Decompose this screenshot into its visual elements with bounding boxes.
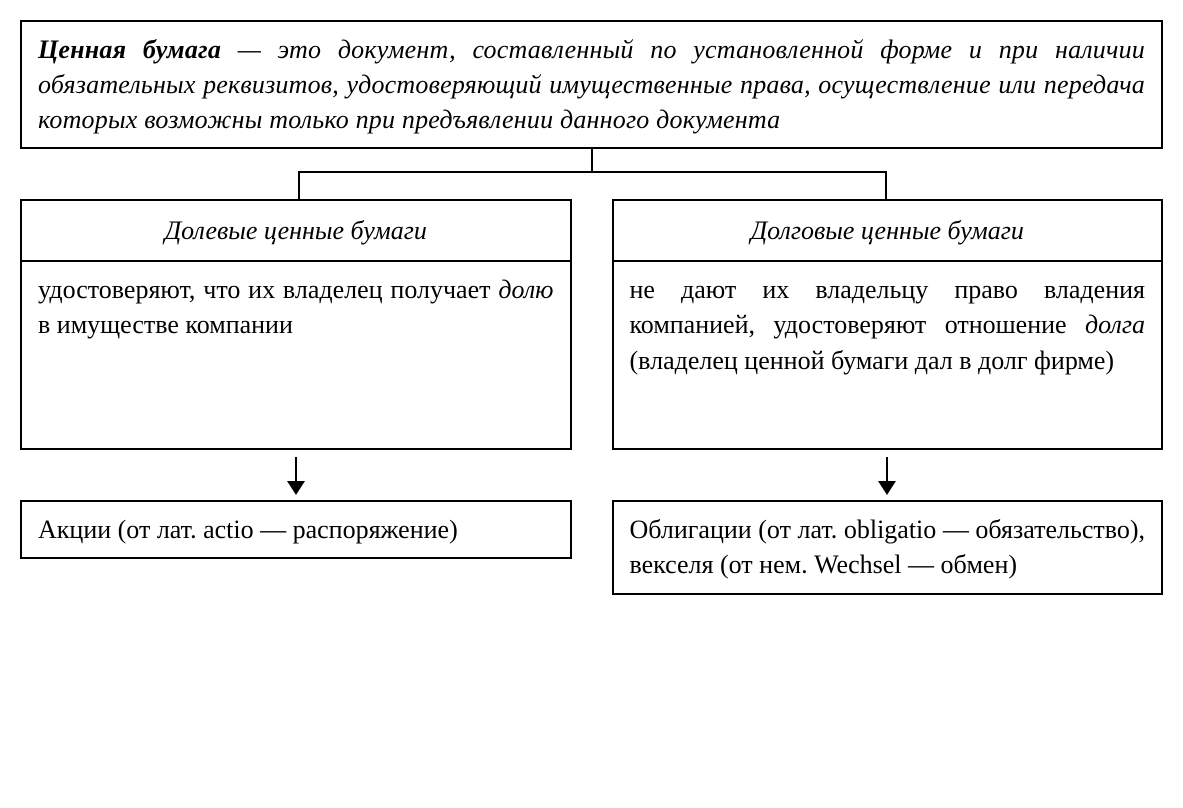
arrow-left: [20, 450, 572, 500]
definition-term: Ценная бумага: [38, 35, 221, 64]
definition-dash: —: [221, 35, 278, 64]
branch-right-keyword: долга: [1085, 310, 1145, 339]
branch-left-example: Акции (от лат. actio — распоряжение): [20, 500, 572, 559]
branch-left-title: Долевые ценные бумаги: [20, 199, 572, 260]
connector-split: [20, 149, 1163, 199]
branch-right-body-prefix: не дают их владельцу право владения комп…: [630, 275, 1146, 339]
branch-right-example: Облигации (от лат. obligatio — обязатель…: [612, 500, 1164, 594]
branch-left-body-prefix: удостоверяют, что их владелец получает: [38, 275, 498, 304]
branch-left-keyword: долю: [498, 275, 553, 304]
arrow-right: [612, 450, 1164, 500]
branch-right-body: не дают их владельцу право владения комп…: [612, 260, 1164, 450]
branch-left: Долевые ценные бумаги удостоверяют, что …: [20, 199, 572, 594]
branch-right-body-suffix: (владелец ценной бумаги дал в долг фирме…: [630, 346, 1115, 375]
branches-row: Долевые ценные бумаги удостоверяют, что …: [20, 199, 1163, 594]
branch-right: Долговые ценные бумаги не дают их владел…: [612, 199, 1164, 594]
branch-left-body-suffix: в имуществе компании: [38, 310, 293, 339]
branch-left-body: удостоверяют, что их владелец получает д…: [20, 260, 572, 450]
branch-right-title: Долговые ценные бумаги: [612, 199, 1164, 260]
definition-box: Ценная бумага — это документ, составленн…: [20, 20, 1163, 149]
securities-diagram: Ценная бумага — это документ, составленн…: [20, 20, 1163, 595]
